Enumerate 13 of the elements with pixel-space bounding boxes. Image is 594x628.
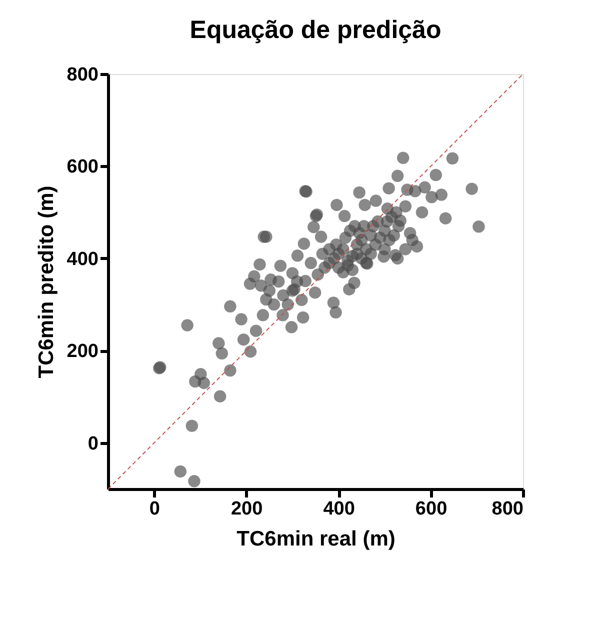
- y-axis-title: TC6min predito (m): [34, 186, 58, 378]
- x-axis-title: TC6min real (m): [236, 528, 396, 550]
- y-tick-label: 600: [66, 156, 98, 178]
- x-tick-label: 600: [415, 498, 448, 520]
- x-tick-label: 200: [230, 498, 263, 520]
- y-tick-label: 0: [88, 433, 98, 454]
- x-tick-label: 800: [492, 498, 524, 520]
- x-tick-label: 400: [323, 498, 355, 520]
- x-tick-label: 0: [149, 498, 160, 520]
- y-tick-label: 200: [66, 341, 98, 362]
- chart-title: Equação de predição: [190, 16, 442, 44]
- y-tick-label: 800: [66, 64, 98, 86]
- y-tick-label: 400: [66, 248, 98, 270]
